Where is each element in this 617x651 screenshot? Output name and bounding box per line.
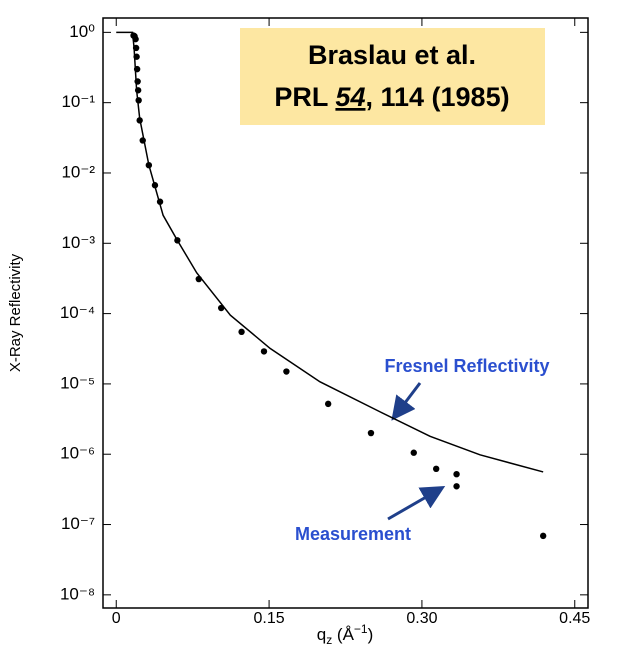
x-tick-label: 0.45: [559, 610, 590, 627]
measurement-point: [539, 532, 547, 540]
measurement-point: [133, 65, 141, 73]
x-label-sup: −1: [354, 622, 368, 636]
measurement-point: [156, 198, 164, 205]
measurement-point: [410, 449, 417, 456]
measurement-point: [260, 348, 268, 355]
measurement-point: [139, 137, 146, 144]
measurement-point: [174, 237, 181, 244]
x-label-part: (Å: [332, 625, 354, 644]
x-label-sub: z: [326, 633, 332, 647]
y-axis-label: X-Ray Reflectivity: [7, 253, 24, 372]
series-label: Fresnel Reflectivity: [384, 356, 549, 376]
measurement-point: [195, 275, 202, 283]
x-tick-label: 0.15: [254, 610, 285, 627]
x-tick-label: 0: [112, 610, 121, 627]
x-label-part: q: [317, 625, 326, 644]
y-tick-label: 10⁻¹: [61, 92, 95, 111]
measurement-point: [453, 470, 460, 478]
measurement-point: [217, 304, 225, 312]
measurement-point: [324, 400, 332, 408]
measurement-point: [134, 87, 142, 94]
measurement-point: [132, 35, 139, 43]
citation-part: PRL: [274, 82, 335, 112]
measurement-point: [133, 53, 140, 60]
citation-volume: 54: [335, 82, 365, 112]
plot-frame: [102, 17, 589, 609]
y-tick-label: 10⁻²: [61, 162, 95, 181]
x-label-part: ): [368, 625, 374, 644]
y-tick-label: 10⁻³: [61, 233, 95, 252]
citation-line: PRL 54, 114 (1985): [274, 82, 509, 112]
arrow: [387, 486, 446, 521]
series-label: Measurement: [295, 524, 411, 544]
measurement-point: [135, 97, 142, 104]
measurement-point: [145, 161, 153, 169]
x-tick-label: 0.30: [406, 610, 437, 627]
measurement-point: [432, 465, 440, 473]
y-tick-label: 10⁻⁷: [61, 514, 95, 533]
measurement-point: [132, 44, 140, 52]
measurement-point: [151, 182, 159, 189]
y-tick-label: 10⁰: [69, 22, 95, 41]
measurement-point: [136, 117, 143, 124]
arrow: [391, 382, 422, 421]
measurement-point: [134, 78, 141, 85]
citation-line: Braslau et al.: [308, 40, 476, 70]
x-axis-label: qz (Å−1): [317, 622, 374, 647]
y-tick-label: 10⁻⁶: [60, 444, 95, 463]
y-tick-label: 10⁻⁴: [60, 303, 95, 322]
measurement-point: [453, 483, 460, 490]
y-tick-label: 10⁻⁸: [60, 584, 95, 603]
y-tick-label: 10⁻⁵: [60, 373, 95, 392]
measurement-point: [283, 368, 290, 375]
citation-box: [240, 28, 545, 125]
citation-part: , 114 (1985): [365, 82, 509, 112]
measurement-point: [238, 328, 245, 336]
measurement-point: [367, 429, 375, 437]
